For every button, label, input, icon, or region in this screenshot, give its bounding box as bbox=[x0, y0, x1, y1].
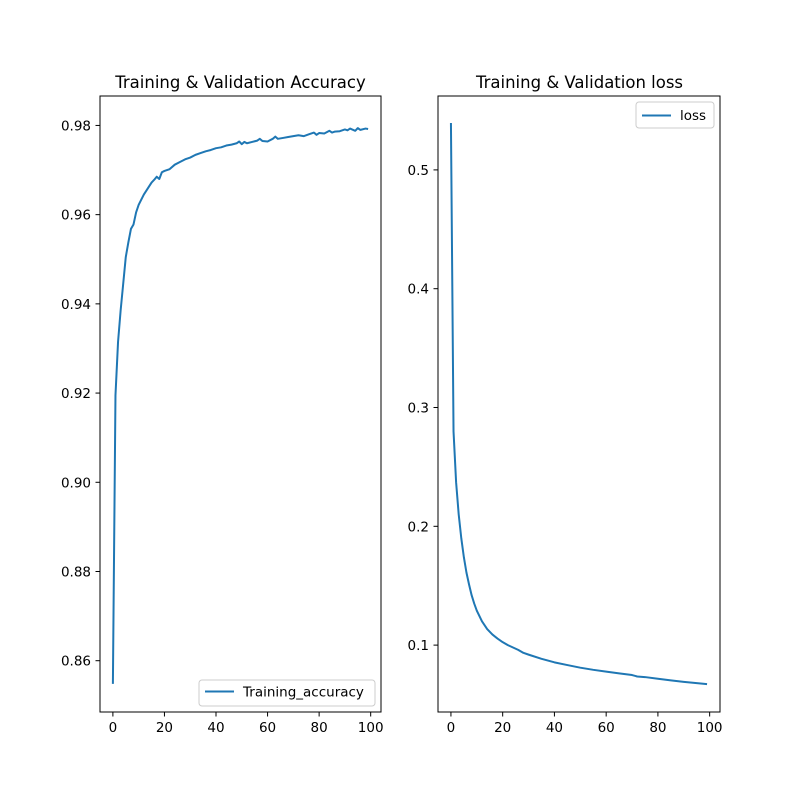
loss-x-tick-label: 40 bbox=[546, 720, 563, 736]
accuracy-x-tick-label: 60 bbox=[259, 720, 276, 736]
accuracy-y-tick-label: 0.88 bbox=[61, 564, 91, 580]
accuracy-plot: Training & Validation Accuracy 0 20 40 60 80… bbox=[61, 73, 384, 736]
accuracy-x-tick-label: 40 bbox=[207, 720, 224, 736]
loss-x-tick-label: 100 bbox=[697, 720, 723, 736]
loss-x-tick-label: 80 bbox=[649, 720, 666, 736]
loss-x-tick-label: 0 bbox=[447, 720, 456, 736]
accuracy-x-tick-label: 0 bbox=[109, 720, 118, 736]
accuracy-x-tick-label: 100 bbox=[358, 720, 384, 736]
loss-x-tick-label: 20 bbox=[494, 720, 511, 736]
loss-axes-frame bbox=[437, 95, 721, 713]
accuracy-series-line bbox=[111, 127, 369, 684]
loss-y-tick-label: 0.3 bbox=[408, 401, 429, 417]
loss-y-tick-label: 0.4 bbox=[408, 282, 429, 298]
accuracy-axes-frame bbox=[99, 95, 382, 713]
accuracy-y-tick-label: 0.86 bbox=[61, 654, 91, 670]
loss-plot: Training & Validation loss 0 20 40 60 80 1000… bbox=[408, 73, 723, 736]
loss-chart-title: Training & Validation loss bbox=[475, 73, 683, 92]
loss-legend: loss bbox=[635, 101, 715, 129]
loss-series bbox=[449, 122, 708, 686]
accuracy-y-tick-label: 0.98 bbox=[61, 118, 91, 134]
loss-legend-box bbox=[635, 101, 715, 129]
accuracy-x-tick-label: 80 bbox=[311, 720, 328, 736]
accuracy-legend: Training_accuracy bbox=[198, 679, 376, 707]
accuracy-legend-label: Training_accuracy bbox=[242, 685, 364, 701]
accuracy-y-tick-label: 0.94 bbox=[61, 297, 91, 313]
accuracy-series bbox=[111, 127, 369, 684]
accuracy-ticks: 0 20 40 60 80 100 0.86 0.88 0.90 0.92 0.94 0.96 0.98 bbox=[61, 118, 384, 736]
loss-x-tick-label: 60 bbox=[598, 720, 615, 736]
loss-y-tick-label: 0.1 bbox=[408, 638, 429, 654]
loss-ticks: 0 20 40 60 80 100 0.1 0.2 0.3 0.4 0.5 bbox=[408, 163, 723, 736]
loss-legend-label: loss bbox=[680, 108, 706, 124]
accuracy-legend-box bbox=[198, 679, 376, 707]
loss-y-tick-label: 0.5 bbox=[408, 163, 429, 179]
accuracy-chart-title: Training & Validation Accuracy bbox=[114, 73, 366, 92]
loss-y-tick-label: 0.2 bbox=[408, 519, 429, 535]
accuracy-y-tick-label: 0.92 bbox=[61, 386, 91, 402]
accuracy-x-tick-label: 20 bbox=[156, 720, 173, 736]
accuracy-y-tick-label: 0.90 bbox=[61, 475, 91, 491]
accuracy-y-tick-label: 0.96 bbox=[61, 208, 91, 224]
loss-series-line bbox=[449, 122, 708, 686]
